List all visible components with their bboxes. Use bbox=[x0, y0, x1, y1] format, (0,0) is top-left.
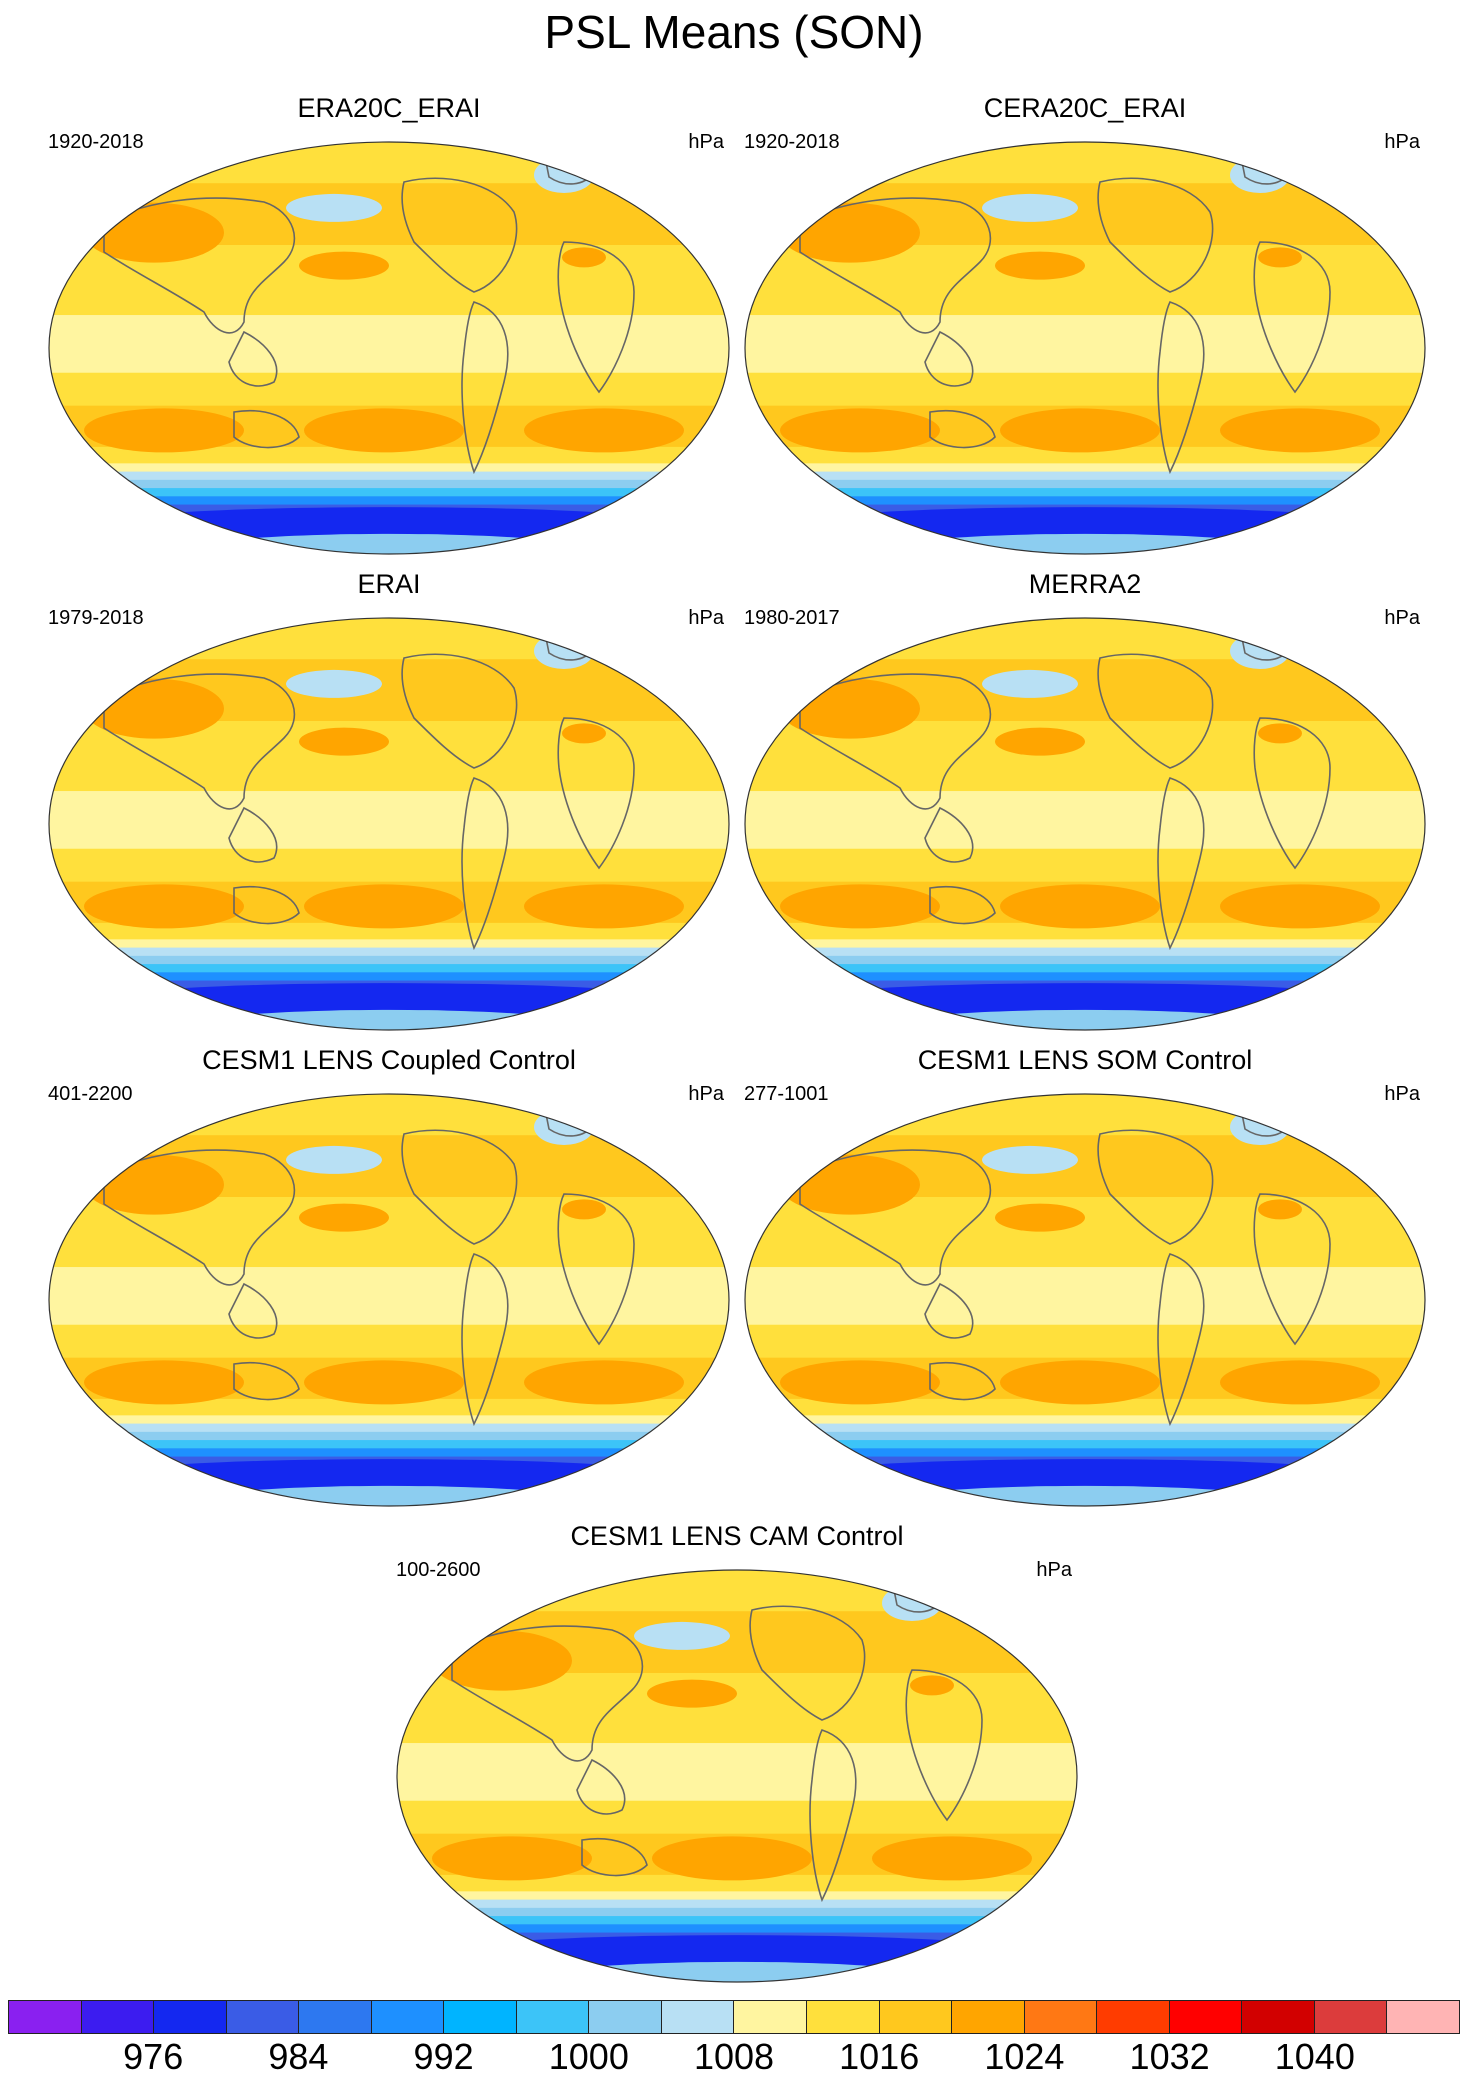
colorbar bbox=[8, 2000, 1460, 2034]
colorbar-swatch bbox=[1097, 2001, 1170, 2033]
panel-years: 1920-2018 bbox=[744, 131, 840, 153]
colorbar-swatch bbox=[226, 2001, 300, 2033]
colorbar-swatch bbox=[371, 2001, 445, 2033]
map-panel: CERA20C_ERAI 1920-2018 hPa bbox=[740, 92, 1430, 555]
map-plot bbox=[744, 1093, 1426, 1507]
colorbar-label: 1040 bbox=[1274, 2036, 1355, 2077]
colorbar-swatch bbox=[589, 2001, 662, 2033]
colorbar-swatch bbox=[154, 2001, 227, 2033]
colorbar-swatch bbox=[1314, 2001, 1388, 2033]
colorbar-swatch bbox=[661, 2001, 735, 2033]
panel-years: 1920-2018 bbox=[48, 131, 144, 153]
panel-title: CERA20C_ERAI bbox=[983, 93, 1187, 123]
colorbar-swatch bbox=[81, 2001, 155, 2033]
colorbar-swatch bbox=[299, 2001, 372, 2033]
colorbar-swatch bbox=[516, 2001, 590, 2033]
colorbar-label: 992 bbox=[413, 2036, 474, 2077]
panel-units: hPa bbox=[1384, 1083, 1420, 1105]
panel-title: CESM1 LENS SOM Control bbox=[917, 1045, 1253, 1075]
map-panel: MERRA2 1980-2017 hPa bbox=[740, 568, 1430, 1031]
colorbar-labels: 976 984 992 1000 1008 1016 1024 1032 1040 bbox=[8, 2036, 1460, 2080]
colorbar-swatch bbox=[1169, 2001, 1243, 2033]
colorbar-swatch bbox=[1242, 2001, 1315, 2033]
colorbar-label: 984 bbox=[268, 2036, 329, 2077]
panel-years: 100-2600 bbox=[396, 1559, 481, 1581]
panel-title: CESM1 LENS Coupled Control bbox=[202, 1045, 576, 1075]
colorbar-swatch bbox=[9, 2001, 82, 2033]
panel-units: hPa bbox=[1384, 131, 1420, 153]
colorbar-label: 1000 bbox=[548, 2036, 629, 2077]
panel-units: hPa bbox=[1036, 1559, 1072, 1581]
map-panel: ERA20C_ERAI 1920-2018 hPa bbox=[44, 92, 734, 555]
map-panel: CESM1 LENS SOM Control 277-1001 hPa bbox=[740, 1044, 1430, 1507]
panel-title: ERA20C_ERAI bbox=[297, 93, 481, 123]
colorbar-swatch bbox=[952, 2001, 1025, 2033]
colorbar-swatch bbox=[807, 2001, 880, 2033]
colorbar-swatch bbox=[879, 2001, 953, 2033]
panel-units: hPa bbox=[688, 607, 724, 629]
colorbar-swatch bbox=[734, 2001, 808, 2033]
colorbar-label: 1024 bbox=[984, 2036, 1065, 2077]
colorbar-label: 1032 bbox=[1129, 2036, 1210, 2077]
panel-title: ERAI bbox=[357, 569, 421, 599]
map-panel: CESM1 LENS Coupled Control 401-2200 hPa bbox=[44, 1044, 734, 1507]
panel-units: hPa bbox=[688, 131, 724, 153]
map-plot bbox=[48, 1093, 730, 1507]
map-plot bbox=[744, 617, 1426, 1031]
map-panel: ERAI 1979-2018 hPa bbox=[44, 568, 734, 1031]
panel-years: 401-2200 bbox=[48, 1083, 133, 1105]
colorbar-swatch bbox=[1024, 2001, 1098, 2033]
panel-years: 1980-2017 bbox=[744, 607, 840, 629]
colorbar-label: 1016 bbox=[839, 2036, 920, 2077]
colorbar-label: 1008 bbox=[693, 2036, 775, 2077]
map-plot bbox=[48, 141, 730, 555]
map-plot bbox=[48, 617, 730, 1031]
colorbar-swatch bbox=[444, 2001, 517, 2033]
colorbar-label: 976 bbox=[123, 2036, 184, 2077]
panel-units: hPa bbox=[1384, 607, 1420, 629]
map-plot bbox=[396, 1569, 1078, 1983]
map-panel: CESM1 LENS CAM Control 100-2600 hPa bbox=[392, 1520, 1082, 1983]
map-plot bbox=[744, 141, 1426, 555]
panel-title: CESM1 LENS CAM Control bbox=[570, 1521, 904, 1551]
panel-units: hPa bbox=[688, 1083, 724, 1105]
panel-title: MERRA2 bbox=[1028, 569, 1142, 599]
panel-years: 277-1001 bbox=[744, 1083, 829, 1105]
colorbar-swatch bbox=[1387, 2001, 1459, 2033]
main-title: PSL Means (SON) bbox=[544, 6, 924, 58]
panel-years: 1979-2018 bbox=[48, 607, 144, 629]
